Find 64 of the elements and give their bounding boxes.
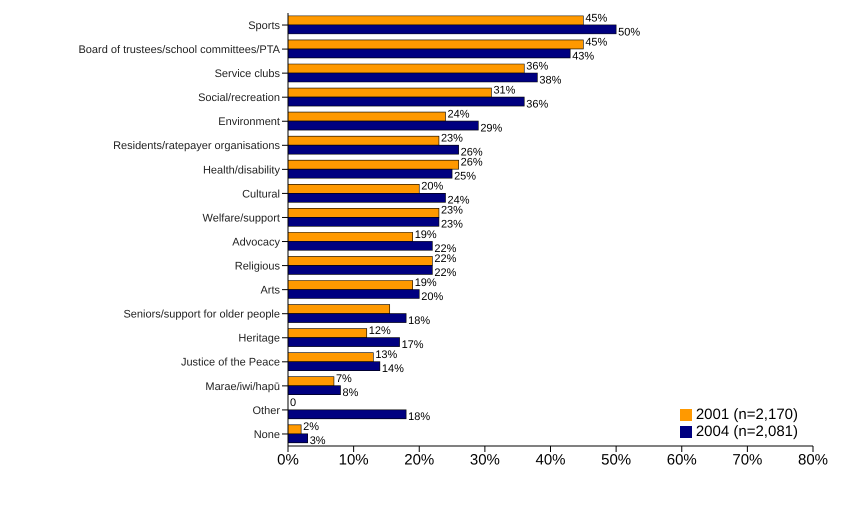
data-label: 38% [539, 74, 562, 86]
x-tick-label: 40% [535, 452, 566, 469]
x-tick-label: 80% [798, 452, 828, 469]
y-tick-label: Justice of the Peace [180, 356, 280, 369]
y-tick-label: Heritage [238, 332, 280, 345]
data-label: 7% [336, 373, 352, 386]
y-tick-label: Environment [218, 116, 280, 128]
data-label: 2% [303, 421, 320, 434]
x-tick-label: 60% [666, 452, 697, 469]
x-tick-label: 0% [277, 452, 299, 469]
y-tick-label: Service clubs [214, 68, 280, 80]
data-label: 19% [414, 228, 437, 241]
data-label: 19% [414, 276, 437, 289]
y-tick-label: Seniors/support for older people [123, 308, 280, 321]
y-tick-label: Advocacy [232, 236, 280, 248]
y-tick-label: Sports [248, 20, 280, 32]
data-label: 29% [480, 122, 503, 135]
x-tick-label: 20% [404, 452, 434, 469]
data-label: 24% [448, 194, 470, 207]
data-label: 36% [526, 98, 548, 110]
x-tick-label: 70% [732, 452, 762, 469]
data-label: 18% [408, 411, 430, 424]
y-tick-label: Social/recreation [198, 92, 280, 104]
x-tick-label: 30% [470, 452, 500, 469]
y-tick-label: Religious [234, 260, 280, 272]
data-label: 18% [408, 314, 430, 327]
data-label: 22% [434, 242, 457, 255]
data-label: 25% [454, 170, 476, 183]
data-label: 8% [342, 387, 359, 400]
legend-label: 2004 (n=2,081) [696, 423, 798, 440]
y-tick-label: Marae/iwi/hapū [205, 380, 280, 393]
data-label: 26% [460, 146, 483, 159]
data-label: 3% [310, 435, 326, 448]
data-label: 50% [618, 26, 640, 38]
data-label: 22% [434, 266, 457, 279]
data-label: 23% [440, 132, 464, 145]
data-label: 24% [448, 108, 470, 121]
legend-label: 2001 (n=2,170) [696, 406, 798, 423]
data-label: 23% [440, 204, 464, 217]
data-label: 26% [460, 156, 483, 169]
data-label: 45% [585, 12, 608, 24]
data-label: 23% [440, 218, 464, 231]
data-label: 22% [434, 252, 457, 265]
x-tick-label: 50% [601, 452, 632, 469]
data-label: 13% [375, 349, 398, 362]
data-label: 12% [368, 325, 391, 338]
y-tick-label: None [254, 428, 280, 441]
data-label: 0 [290, 397, 296, 410]
data-label: 43% [572, 50, 594, 62]
y-tick-label: Residents/ratepayer organisations [113, 140, 280, 152]
data-label: 45% [585, 36, 608, 48]
data-label: 17% [402, 339, 424, 352]
data-label: 20% [421, 290, 444, 303]
y-tick-label: Welfare/support [202, 212, 280, 224]
data-label: 31% [493, 84, 516, 96]
y-tick-label: Arts [260, 284, 280, 297]
y-tick-label: Board of trustees/school committees/PTA [78, 44, 281, 56]
x-tick-label: 10% [338, 452, 369, 469]
y-tick-label: Cultural [242, 188, 280, 200]
data-label: 20% [421, 180, 444, 193]
y-tick-label: Other [252, 404, 280, 417]
data-label: 36% [526, 60, 548, 72]
data-label: 14% [382, 363, 404, 376]
y-tick-label: Health/disability [202, 164, 280, 176]
